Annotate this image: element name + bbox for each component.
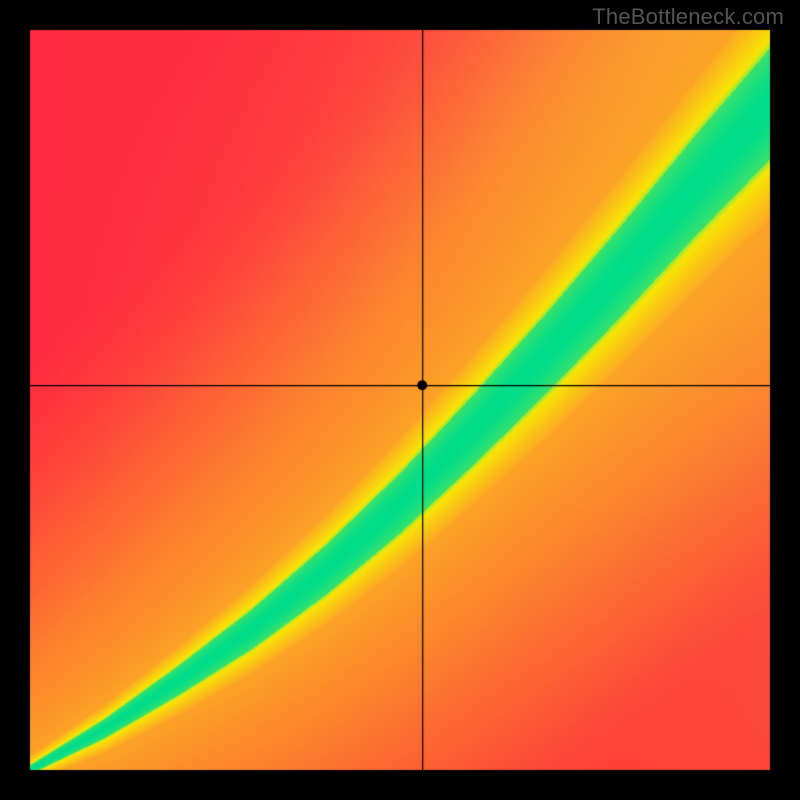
chart-container: TheBottleneck.com	[0, 0, 800, 800]
heatmap-canvas	[0, 0, 800, 800]
watermark-label: TheBottleneck.com	[592, 4, 784, 30]
